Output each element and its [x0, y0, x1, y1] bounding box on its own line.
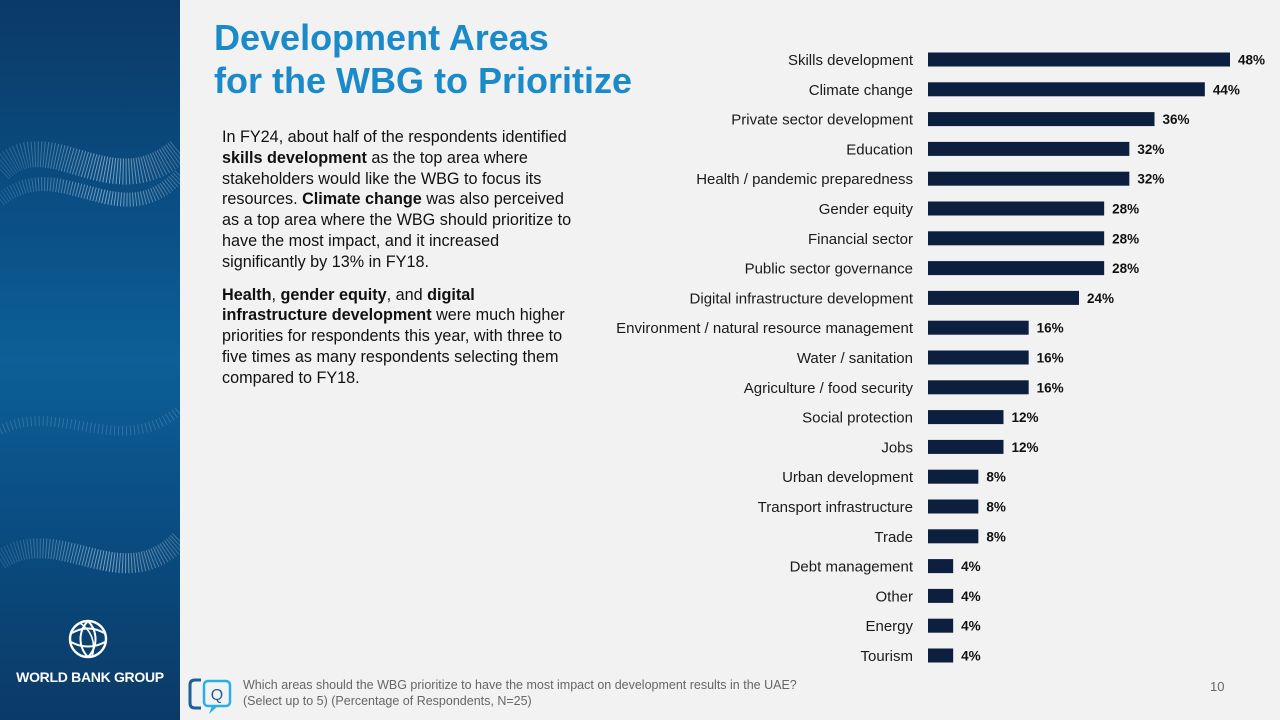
p2-bold-gender: gender equity	[280, 285, 387, 304]
p2-text-f: were much higher priorities for responde…	[222, 306, 565, 387]
category-label: Climate change	[809, 82, 913, 99]
bar	[928, 82, 1205, 97]
value-label: 4%	[961, 559, 981, 574]
bar	[928, 618, 954, 633]
p2-text-d: , and	[386, 285, 428, 304]
title-line-1: Development Areas	[214, 17, 549, 58]
bar	[928, 201, 1105, 216]
category-label: Education	[846, 141, 913, 158]
p1-text-a: In FY24, about half of the respondents i…	[222, 128, 567, 146]
footnote-line-2: (Select up to 5) (Percentage of Responde…	[243, 694, 532, 708]
p1-text-c: as the top area where stakeholders would…	[222, 148, 542, 209]
bar	[928, 559, 954, 574]
value-label: 48%	[1238, 53, 1265, 68]
category-label: Energy	[865, 618, 913, 635]
logo-text: WORLD BANK GROUP	[16, 669, 164, 685]
bar	[928, 469, 979, 484]
category-label: Tourism	[860, 648, 913, 665]
title-line-2: for the WBG to Prioritize	[214, 60, 632, 101]
paragraph-2: Health, gender equity, and digital infra…	[222, 285, 572, 389]
value-label: 12%	[1012, 410, 1039, 425]
bar	[928, 171, 1130, 186]
bar	[928, 410, 1004, 425]
p2-bold-health: Health	[222, 285, 272, 304]
sidebar-panel: WORLD BANK GROUP	[0, 0, 180, 720]
bar	[928, 529, 979, 544]
p2-text-b: ,	[271, 285, 281, 304]
value-label: 4%	[961, 649, 981, 664]
category-label: Social protection	[802, 410, 913, 427]
bar	[928, 112, 1155, 127]
category-label: Transport infrastructure	[758, 499, 913, 516]
p1-bold-skills: skills development	[222, 148, 367, 167]
paragraph-1: In FY24, about half of the respondents i…	[222, 127, 572, 273]
value-label: 32%	[1137, 142, 1164, 157]
value-label: 28%	[1112, 261, 1139, 276]
value-label: 4%	[961, 619, 981, 634]
category-label: Debt management	[790, 559, 914, 576]
bar	[928, 350, 1029, 365]
p1-bold-climate: Climate change	[302, 190, 422, 209]
value-label: 8%	[986, 470, 1006, 485]
p2-bold-digital: digital infrastructure development	[222, 285, 475, 325]
category-label: Financial sector	[808, 231, 913, 248]
category-label: Jobs	[881, 439, 913, 456]
category-label: Water / sanitation	[797, 350, 913, 367]
value-label: 44%	[1213, 82, 1240, 97]
bar	[928, 439, 1004, 454]
value-label: 16%	[1037, 351, 1064, 366]
category-label: Other	[875, 588, 913, 605]
category-label: Health / pandemic preparedness	[696, 171, 913, 188]
value-label: 28%	[1112, 231, 1139, 246]
category-label: Digital infrastructure development	[690, 290, 914, 307]
bar	[928, 52, 1230, 67]
bar	[928, 588, 954, 603]
survey-question-footnote: Which areas should the WBG prioritize to…	[243, 677, 797, 709]
svg-text:Q: Q	[211, 687, 223, 704]
page-number: 10	[1210, 679, 1225, 694]
value-label: 24%	[1087, 291, 1114, 306]
p1-text-e: was also perceived as a top area where t…	[222, 190, 572, 271]
category-label: Gender equity	[819, 201, 914, 218]
bar	[928, 380, 1029, 395]
page-title: Development Areas for the WBG to Priorit…	[214, 16, 632, 102]
body-text: In FY24, about half of the respondents i…	[222, 127, 572, 401]
bar	[928, 320, 1029, 335]
bar	[928, 261, 1105, 276]
value-label: 12%	[1012, 440, 1039, 455]
category-label: Public sector governance	[745, 261, 913, 278]
footnote-line-1: Which areas should the WBG prioritize to…	[243, 678, 797, 692]
category-label: Urban development	[782, 469, 914, 486]
value-label: 4%	[961, 589, 981, 604]
category-label: Skills development	[788, 52, 914, 69]
value-label: 32%	[1137, 172, 1164, 187]
value-label: 36%	[1163, 112, 1190, 127]
globe-icon	[68, 619, 108, 659]
question-speech-bubble-icon: Q	[188, 678, 232, 714]
value-label: 16%	[1037, 380, 1064, 395]
category-label: Agriculture / food security	[744, 380, 914, 397]
category-label: Environment / natural resource managemen…	[616, 320, 914, 337]
value-label: 8%	[986, 500, 1006, 515]
category-label: Trade	[874, 529, 913, 546]
bar-chart: Skills development 48% Climate change 44% Pr…	[616, 52, 1265, 665]
bar	[928, 141, 1130, 156]
bar	[928, 499, 979, 514]
bar	[928, 231, 1105, 246]
category-label: Private sector development	[731, 112, 914, 129]
value-label: 8%	[986, 529, 1006, 544]
bar	[928, 290, 1079, 305]
wave-decoration	[0, 139, 180, 574]
value-label: 28%	[1112, 202, 1139, 217]
value-label: 16%	[1037, 321, 1064, 336]
bar	[928, 648, 954, 663]
